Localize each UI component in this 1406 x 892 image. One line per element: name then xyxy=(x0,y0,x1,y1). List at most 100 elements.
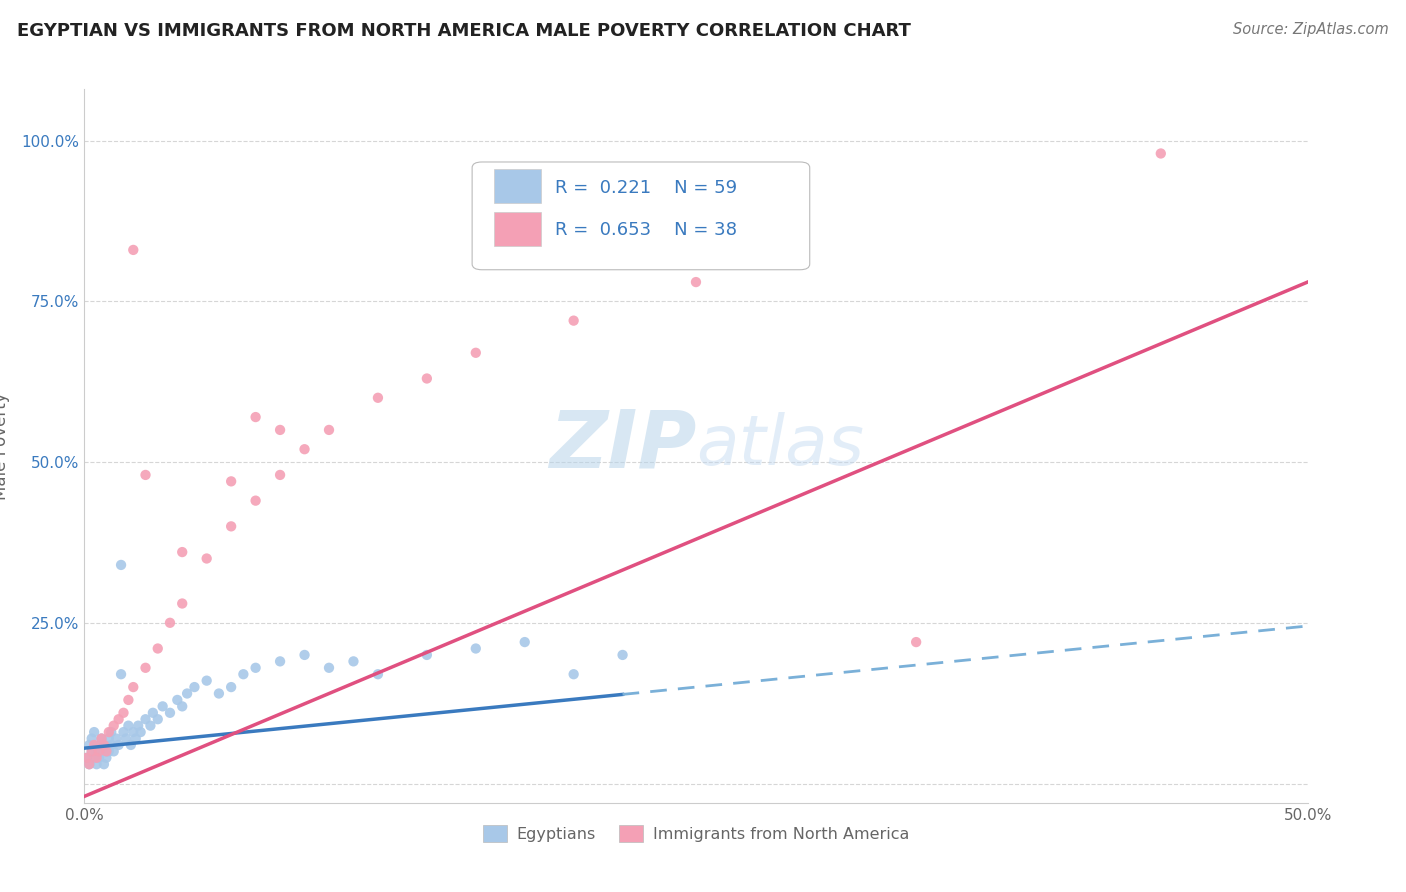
Point xyxy=(122,243,145,257)
Point xyxy=(93,757,115,772)
Point xyxy=(195,673,218,688)
Point xyxy=(1150,146,1173,161)
FancyBboxPatch shape xyxy=(494,169,541,203)
Y-axis label: Male Poverty: Male Poverty xyxy=(0,392,10,500)
Point xyxy=(135,467,157,482)
Point xyxy=(232,667,254,681)
Point xyxy=(269,467,291,482)
Point xyxy=(219,475,242,489)
Point xyxy=(152,699,174,714)
Text: R =  0.221    N = 59: R = 0.221 N = 59 xyxy=(555,178,737,196)
Point xyxy=(117,693,139,707)
Point xyxy=(93,738,115,752)
Point xyxy=(90,744,112,758)
Point xyxy=(77,738,100,752)
FancyBboxPatch shape xyxy=(494,212,541,246)
Point xyxy=(96,744,118,758)
Point xyxy=(86,744,108,758)
Point xyxy=(685,275,707,289)
Point xyxy=(86,757,108,772)
Point xyxy=(107,712,129,726)
Point xyxy=(110,558,132,572)
Point xyxy=(245,493,267,508)
Text: R =  0.653    N = 38: R = 0.653 N = 38 xyxy=(555,221,737,239)
Point xyxy=(93,738,115,752)
Point xyxy=(100,738,122,752)
Point xyxy=(172,545,194,559)
Point xyxy=(195,551,218,566)
Legend: Egyptians, Immigrants from North America: Egyptians, Immigrants from North America xyxy=(477,818,915,848)
Point xyxy=(219,680,242,694)
Point xyxy=(97,731,120,746)
Point xyxy=(219,519,242,533)
Point xyxy=(416,371,439,385)
Point xyxy=(125,731,148,746)
Point xyxy=(464,345,486,359)
Point xyxy=(208,686,231,700)
Point xyxy=(122,680,145,694)
Point xyxy=(80,744,103,758)
Point xyxy=(367,391,389,405)
Point xyxy=(416,648,439,662)
Point xyxy=(318,423,340,437)
Point xyxy=(90,731,112,746)
Point xyxy=(112,725,135,739)
Point xyxy=(172,699,194,714)
Point xyxy=(80,731,103,746)
Text: ZIP: ZIP xyxy=(548,407,696,485)
Point xyxy=(139,719,162,733)
Point xyxy=(77,757,100,772)
Point xyxy=(83,738,105,752)
Point xyxy=(117,719,139,733)
Point xyxy=(86,751,108,765)
FancyBboxPatch shape xyxy=(472,162,810,269)
Point xyxy=(367,667,389,681)
Point xyxy=(159,706,181,720)
Point xyxy=(83,751,105,765)
Point xyxy=(318,661,340,675)
Point xyxy=(110,667,132,681)
Point xyxy=(76,751,98,765)
Point xyxy=(120,738,142,752)
Point xyxy=(172,597,194,611)
Point xyxy=(269,423,291,437)
Text: Source: ZipAtlas.com: Source: ZipAtlas.com xyxy=(1233,22,1389,37)
Point xyxy=(135,661,157,675)
Point xyxy=(96,744,118,758)
Point xyxy=(80,744,103,758)
Point xyxy=(97,725,120,739)
Point xyxy=(112,706,135,720)
Point xyxy=(159,615,181,630)
Point xyxy=(107,738,129,752)
Point xyxy=(115,731,138,746)
Point xyxy=(83,725,105,739)
Point xyxy=(135,712,157,726)
Point xyxy=(96,751,118,765)
Point xyxy=(166,693,188,707)
Point xyxy=(105,731,128,746)
Text: EGYPTIAN VS IMMIGRANTS FROM NORTH AMERICA MALE POVERTY CORRELATION CHART: EGYPTIAN VS IMMIGRANTS FROM NORTH AMERIC… xyxy=(17,22,911,40)
Point xyxy=(90,731,112,746)
Point xyxy=(146,712,169,726)
Point xyxy=(294,648,316,662)
Point xyxy=(905,635,928,649)
Point xyxy=(342,654,364,668)
Point xyxy=(87,744,110,758)
Point xyxy=(129,725,152,739)
Point xyxy=(76,751,98,765)
Point xyxy=(127,719,149,733)
Point xyxy=(245,410,267,425)
Point xyxy=(77,757,100,772)
Point xyxy=(142,706,165,720)
Point xyxy=(146,641,169,656)
Point xyxy=(100,725,122,739)
Point xyxy=(122,725,145,739)
Point xyxy=(245,661,267,675)
Point xyxy=(87,751,110,765)
Point xyxy=(513,635,536,649)
Point xyxy=(294,442,316,457)
Text: atlas: atlas xyxy=(696,412,863,480)
Point xyxy=(562,313,585,327)
Point xyxy=(103,719,125,733)
Point xyxy=(103,744,125,758)
